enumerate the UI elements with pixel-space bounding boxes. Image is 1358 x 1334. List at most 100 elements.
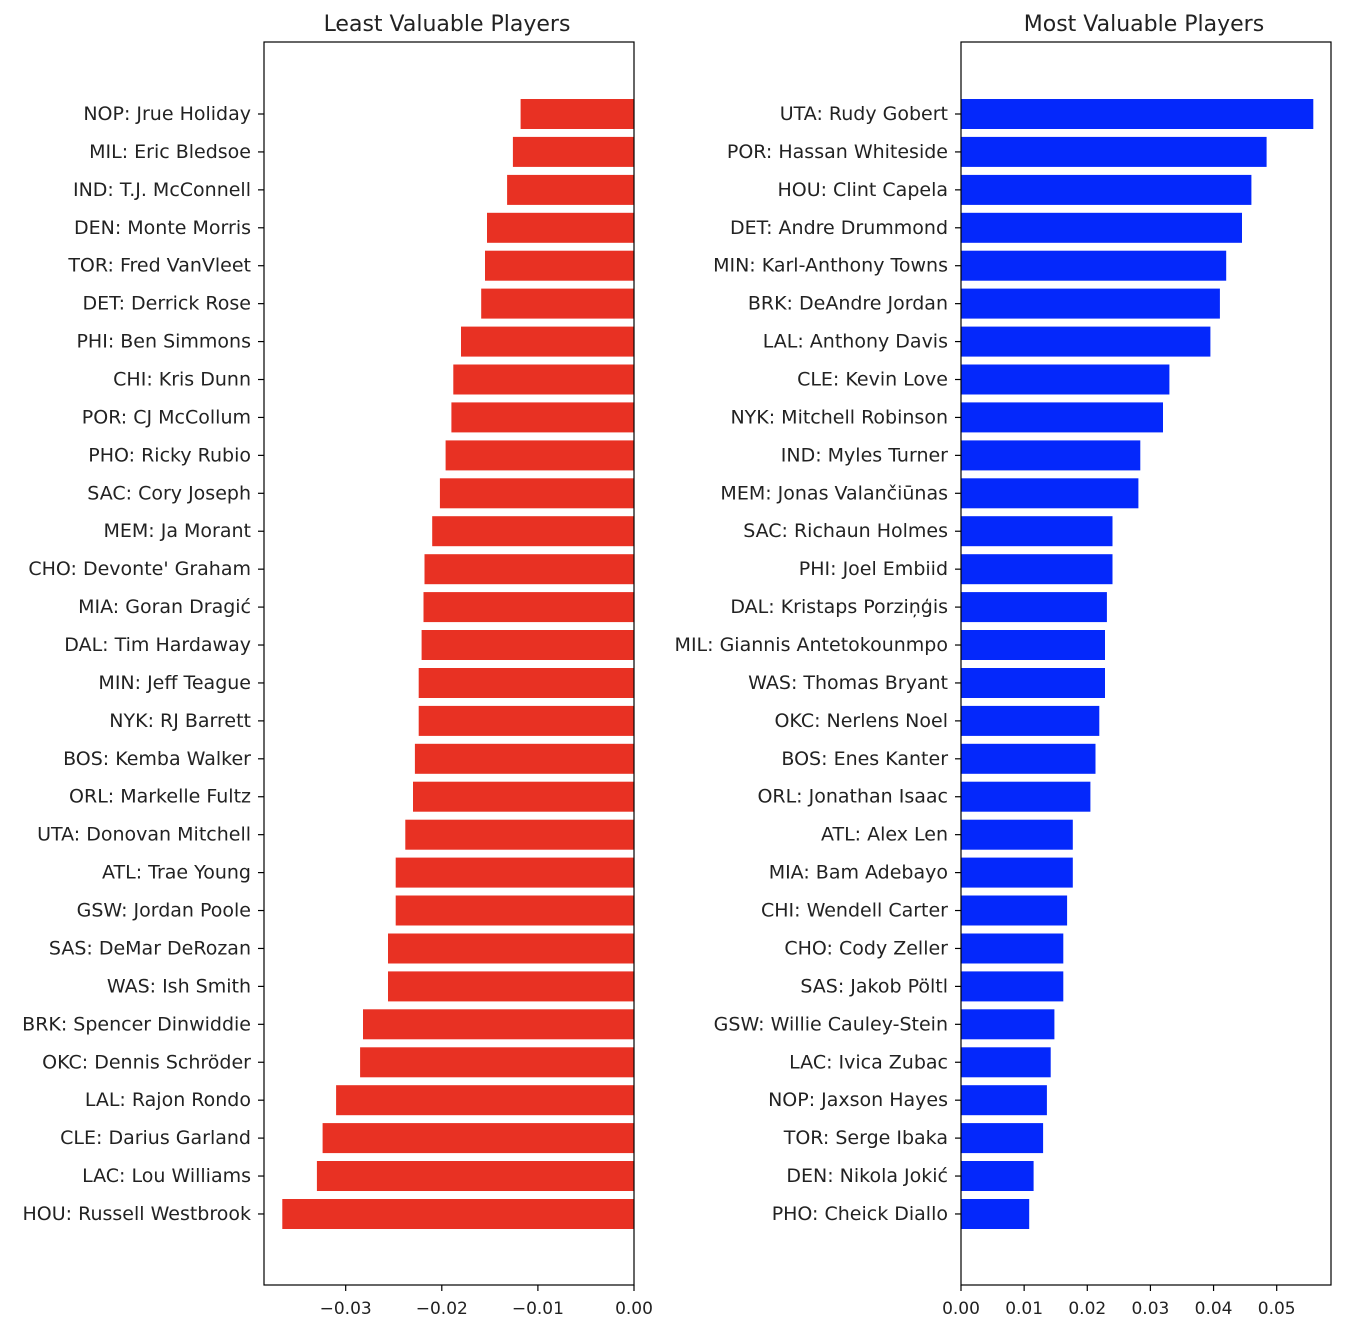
most-valuable-player-label: CHI: Wendell Carter (761, 900, 948, 922)
least-valuable-x-tick-label: −0.02 (416, 1299, 468, 1319)
least-valuable-title: Least Valuable Players (324, 12, 571, 37)
most-valuable-player-label: POR: Hassan Whiteside (727, 141, 948, 163)
least-valuable-panel: Least Valuable Players NOP: Jrue Holiday… (22, 12, 653, 1319)
most-valuable-bar (961, 668, 1105, 698)
most-valuable-bar (961, 1161, 1034, 1191)
least-valuable-bar (316, 1161, 634, 1191)
least-valuable-player-label: LAL: Rajon Rondo (85, 1089, 251, 1111)
least-valuable-player-label: POR: CJ McCollum (82, 406, 251, 428)
least-valuable-player-label: MIL: Eric Bledsoe (89, 141, 251, 163)
most-valuable-bar (961, 1085, 1047, 1116)
least-valuable-bars (282, 99, 634, 1229)
most-valuable-bar (961, 554, 1113, 585)
most-valuable-bar (961, 1047, 1051, 1078)
least-valuable-bar (336, 1085, 634, 1116)
most-valuable-bar (961, 1199, 1030, 1229)
most-valuable-player-label: PHO: Cheick Diallo (772, 1203, 948, 1225)
most-valuable-bar (961, 326, 1211, 357)
most-valuable-bar (961, 364, 1170, 395)
most-valuable-x-axis: 0.00 0.01 0.02 0.03 0.04 0.05 (942, 1285, 1296, 1319)
least-valuable-player-label: SAC: Cory Joseph (87, 482, 251, 504)
most-valuable-player-label: UTA: Rudy Gobert (780, 103, 948, 125)
least-valuable-player-label: GSW: Jordan Poole (77, 900, 251, 922)
most-valuable-bar (961, 516, 1113, 547)
least-valuable-player-label: MIN: Jeff Teague (98, 672, 251, 694)
least-valuable-player-label: BOS: Kemba Walker (63, 748, 251, 770)
least-valuable-bar (451, 402, 634, 433)
most-valuable-x-tick-label: 0.03 (1131, 1299, 1169, 1319)
most-valuable-bar (961, 478, 1139, 509)
most-valuable-player-label: NOP: Jaxson Hayes (768, 1089, 948, 1111)
least-valuable-bar (388, 933, 634, 964)
most-valuable-player-label: GSW: Willie Cauley-Stein (714, 1013, 948, 1035)
least-valuable-bar (507, 174, 634, 205)
least-valuable-bar (445, 440, 634, 471)
least-valuable-bar (439, 478, 634, 509)
least-valuable-player-label: NOP: Jrue Holiday (83, 103, 251, 125)
least-valuable-bar (405, 819, 634, 850)
most-valuable-player-label: TOR: Serge Ibaka (783, 1127, 948, 1149)
least-valuable-bar (485, 250, 634, 281)
most-valuable-x-tick-label: 0.05 (1258, 1299, 1296, 1319)
most-valuable-player-label: NYK: Mitchell Robinson (730, 406, 948, 428)
least-valuable-player-label: LAC: Lou Williams (82, 1165, 251, 1187)
least-valuable-bar (418, 705, 634, 736)
most-valuable-player-label: MIA: Bam Adebayo (769, 862, 948, 884)
least-valuable-bar (423, 592, 634, 623)
most-valuable-player-label: SAS: Jakob Pöltl (800, 975, 948, 997)
least-valuable-bar (461, 326, 634, 357)
least-valuable-player-label: CHO: Devonte' Graham (28, 558, 251, 580)
most-valuable-bar (961, 630, 1105, 660)
most-valuable-bar (961, 933, 1064, 964)
least-valuable-player-label: TOR: Fred VanVleet (67, 255, 251, 277)
most-valuable-x-tick-label: 0.02 (1068, 1299, 1106, 1319)
most-valuable-bar (961, 1123, 1044, 1154)
most-valuable-player-label: DET: Andre Drummond (730, 217, 948, 239)
most-valuable-player-label: IND: Myles Turner (781, 444, 948, 466)
most-valuable-axes-frame (960, 41, 1332, 1286)
least-valuable-player-label: UTA: Donovan Mitchell (37, 824, 251, 846)
least-valuable-player-label: CHI: Kris Dunn (113, 369, 251, 391)
most-valuable-panel: Most Valuable Players UTA: Rudy Gobert PO… (675, 12, 1332, 1319)
most-valuable-player-label: CHO: Cody Zeller (784, 937, 948, 959)
most-valuable-x-tick-label: 0.00 (942, 1299, 980, 1319)
least-valuable-bar (418, 668, 634, 698)
least-valuable-player-label: OKC: Dennis Schröder (42, 1051, 251, 1073)
least-valuable-bar (481, 288, 634, 319)
most-valuable-bar (961, 781, 1091, 812)
most-valuable-player-label: MIN: Karl-Anthony Towns (713, 255, 948, 277)
most-valuable-bar (961, 440, 1141, 471)
most-valuable-bar (961, 212, 1242, 243)
most-valuable-player-label: CLE: Kevin Love (797, 369, 948, 391)
most-valuable-player-label: OKC: Nerlens Noel (774, 710, 948, 732)
most-valuable-x-tick-label: 0.01 (1005, 1299, 1043, 1319)
most-valuable-bar (961, 592, 1107, 623)
least-valuable-x-tick-label: 0.00 (615, 1299, 653, 1319)
least-valuable-bar (421, 630, 634, 660)
most-valuable-bars (961, 99, 1314, 1229)
least-valuable-bar (432, 516, 634, 547)
most-valuable-bar (961, 250, 1227, 281)
least-valuable-bar (388, 971, 634, 1002)
least-valuable-player-label: NYK: RJ Barrett (109, 710, 251, 732)
most-valuable-bar (961, 174, 1252, 205)
most-valuable-bar (961, 99, 1314, 129)
most-valuable-player-label: HOU: Clint Capela (777, 179, 948, 201)
most-valuable-player-label: BRK: DeAndre Jordan (748, 293, 948, 315)
most-valuable-bar (961, 971, 1064, 1002)
most-valuable-player-label: LAL: Anthony Davis (763, 331, 948, 353)
least-valuable-bar (360, 1047, 634, 1078)
most-valuable-player-label: SAC: Richaun Holmes (743, 520, 948, 542)
most-valuable-bar (961, 857, 1073, 888)
least-valuable-player-label: ORL: Markelle Fultz (69, 786, 251, 808)
least-valuable-x-axis: −0.03 −0.02 −0.01 0.00 (320, 1285, 653, 1319)
most-valuable-player-label: DAL: Kristaps Porziņģis (730, 596, 948, 618)
most-valuable-bar (961, 819, 1073, 850)
most-valuable-bar (961, 288, 1220, 319)
most-valuable-title: Most Valuable Players (1024, 12, 1264, 37)
most-valuable-player-label: DEN: Nikola Jokić (786, 1165, 948, 1187)
most-valuable-player-labels: UTA: Rudy Gobert POR: Hassan Whiteside HOU… (675, 103, 961, 1225)
least-valuable-player-label: DAL: Tim Hardaway (64, 634, 251, 656)
least-valuable-bar (395, 895, 634, 926)
